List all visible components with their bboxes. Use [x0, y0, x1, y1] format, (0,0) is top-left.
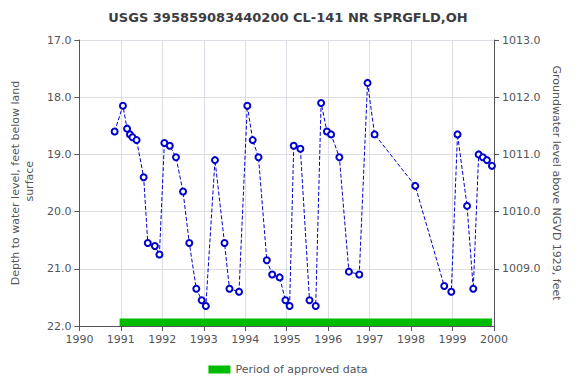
- svg-text:22.0: 22.0: [47, 320, 72, 333]
- svg-text:1997: 1997: [356, 333, 384, 346]
- svg-text:1999: 1999: [439, 333, 467, 346]
- svg-text:1013.0: 1013.0: [502, 34, 541, 47]
- svg-text:1012.0: 1012.0: [502, 91, 541, 104]
- svg-text:USGS 395859083440200 CL-141 NR: USGS 395859083440200 CL-141 NR SPRGFLD,O…: [108, 10, 467, 25]
- svg-text:surface: surface: [23, 161, 36, 205]
- svg-text:Period of approved data: Period of approved data: [235, 363, 367, 376]
- svg-text:Groundwater level above NGVD 1: Groundwater level above NGVD 1929, feet: [550, 65, 563, 301]
- svg-text:19.0: 19.0: [47, 148, 72, 161]
- svg-text:1011.0: 1011.0: [502, 148, 541, 161]
- svg-text:1996: 1996: [314, 333, 342, 346]
- svg-text:21.0: 21.0: [47, 262, 72, 275]
- svg-text:Depth to water level, feet bel: Depth to water level, feet below land: [9, 81, 22, 286]
- svg-text:1991: 1991: [107, 333, 135, 346]
- svg-text:18.0: 18.0: [47, 91, 72, 104]
- svg-text:20.0: 20.0: [47, 205, 72, 218]
- svg-text:2000: 2000: [480, 333, 508, 346]
- svg-text:1992: 1992: [148, 333, 176, 346]
- svg-text:1995: 1995: [273, 333, 301, 346]
- svg-text:1993: 1993: [190, 333, 218, 346]
- svg-text:1998: 1998: [397, 333, 425, 346]
- svg-text:1994: 1994: [231, 333, 259, 346]
- svg-text:17.0: 17.0: [47, 34, 72, 47]
- svg-text:1010.0: 1010.0: [502, 205, 541, 218]
- svg-text:1990: 1990: [65, 333, 93, 346]
- svg-text:1009.0: 1009.0: [502, 262, 541, 275]
